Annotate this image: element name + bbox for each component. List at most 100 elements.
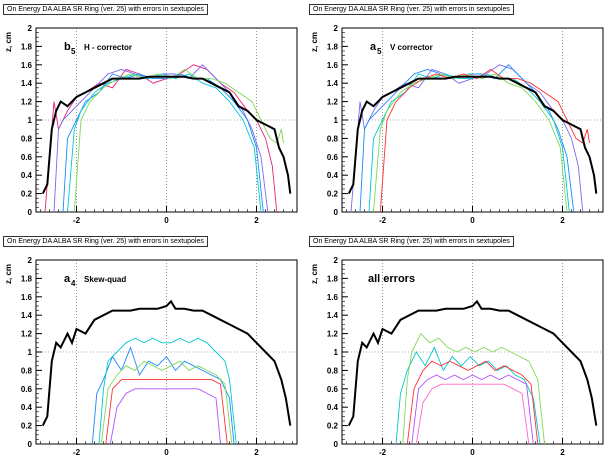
y-tick-label: 0.2 <box>21 190 33 199</box>
chart-panel-skew-quad: 00.20.40.60.811.21.41.61.82-202x, cmz, c… <box>0 232 303 456</box>
y-tick-label: 0.8 <box>327 366 339 375</box>
annotation-subscript: 5 <box>377 47 382 56</box>
annotation-label: V corrector <box>390 43 433 52</box>
y-axis-label: z, cm <box>4 32 13 52</box>
annotation-symbol: a <box>370 41 377 53</box>
chart-plot: 00.20.40.60.811.21.41.61.82-202x, cmz, c… <box>4 256 298 456</box>
reference-line <box>41 299 292 427</box>
y-tick-label: 1.2 <box>327 330 339 339</box>
seed-line <box>379 68 590 213</box>
x-tick-label: 0 <box>164 216 169 224</box>
y-tick-label: 1.4 <box>21 79 33 88</box>
annotation-label: all errors <box>368 273 415 285</box>
y-tick-label: 0.2 <box>21 422 33 431</box>
reference-line <box>347 75 598 195</box>
annotation-subscript: 5 <box>71 47 76 56</box>
y-tick-label: 0.8 <box>21 366 33 375</box>
y-tick-label: 1.8 <box>327 42 339 51</box>
chart-plot: 00.20.40.60.811.21.41.61.82-202x, cmz, c… <box>310 24 604 224</box>
y-tick-label: 0.2 <box>327 422 339 431</box>
y-tick-label: 1.2 <box>21 98 33 107</box>
x-tick-label: 2 <box>560 216 565 224</box>
y-tick-label: 0.6 <box>327 385 339 394</box>
y-tick-label: 1.4 <box>327 79 339 88</box>
seed-line <box>373 73 568 213</box>
seed-line <box>402 332 545 445</box>
seed-line <box>406 360 539 445</box>
panel-title: On Energy DA ALBA SR Ring (ver. 25) with… <box>3 4 208 15</box>
annotation-symbol: b <box>64 41 71 53</box>
annotation-subscript: 4 <box>71 279 76 288</box>
x-tick-label: -2 <box>73 448 81 456</box>
seed-line <box>415 383 530 445</box>
x-tick-label: 2 <box>560 448 565 456</box>
x-tick-label: -2 <box>73 216 81 224</box>
y-tick-label: 0.4 <box>327 171 339 180</box>
seed-line <box>109 388 221 445</box>
y-tick-label: 2 <box>334 256 339 265</box>
x-tick-label: -2 <box>379 448 387 456</box>
reference-line <box>41 75 292 195</box>
y-axis-label: z, cm <box>310 264 319 284</box>
y-tick-label: 0 <box>334 208 339 217</box>
seed-line <box>91 346 235 445</box>
seed-line <box>62 73 264 213</box>
y-tick-label: 0 <box>28 440 33 449</box>
seed-line <box>368 73 570 213</box>
annotation-label: H - corrector <box>84 43 132 52</box>
y-tick-label: 1 <box>28 116 33 125</box>
y-tick-label: 1.6 <box>21 61 33 70</box>
seed-line <box>411 374 534 445</box>
annotation-label: Skew-quad <box>84 275 126 284</box>
y-tick-label: 0 <box>334 440 339 449</box>
y-tick-label: 1.8 <box>21 274 33 283</box>
y-tick-label: 0.6 <box>327 153 339 162</box>
x-tick-label: 0 <box>164 448 169 456</box>
seed-line <box>98 337 237 445</box>
y-tick-label: 0.4 <box>21 171 33 180</box>
y-tick-label: 2 <box>28 256 33 265</box>
y-axis-label: z, cm <box>4 264 13 284</box>
y-tick-label: 0.8 <box>21 134 33 143</box>
y-tick-label: 1.6 <box>21 293 33 302</box>
seed-line <box>395 346 541 445</box>
y-tick-label: 0.2 <box>327 190 339 199</box>
x-tick-label: 2 <box>254 448 259 456</box>
y-tick-label: 1 <box>334 116 339 125</box>
x-tick-label: 2 <box>254 216 259 224</box>
y-axis-label: z, cm <box>310 32 319 52</box>
y-tick-label: 1.2 <box>327 98 339 107</box>
y-tick-label: 0.6 <box>21 153 33 162</box>
seed-line <box>73 68 284 213</box>
y-tick-label: 2 <box>28 24 33 33</box>
chart-plot: 00.20.40.60.811.21.41.61.82-202x, cmz, c… <box>310 256 604 456</box>
reference-line <box>347 299 598 427</box>
y-tick-label: 1.6 <box>327 61 339 70</box>
y-tick-label: 1 <box>28 348 33 357</box>
panel-title: On Energy DA ALBA SR Ring (ver. 25) with… <box>309 236 514 247</box>
panel-title: On Energy DA ALBA SR Ring (ver. 25) with… <box>3 236 208 247</box>
y-tick-label: 1 <box>334 348 339 357</box>
chart-panel-h-corrector: 00.20.40.60.811.21.41.61.82-202x, cmz, c… <box>0 0 303 224</box>
x-tick-label: 0 <box>470 448 475 456</box>
y-tick-label: 0.6 <box>21 385 33 394</box>
y-tick-label: 1.8 <box>21 42 33 51</box>
y-tick-label: 1.4 <box>21 311 33 320</box>
y-tick-label: 0.8 <box>327 134 339 143</box>
seed-line <box>67 73 262 213</box>
panel-title: On Energy DA ALBA SR Ring (ver. 25) with… <box>309 4 514 15</box>
y-tick-label: 1.6 <box>327 293 339 302</box>
y-tick-label: 2 <box>334 24 339 33</box>
y-tick-label: 0 <box>28 208 33 217</box>
x-tick-label: 0 <box>470 216 475 224</box>
y-tick-label: 1.4 <box>327 311 339 320</box>
seed-line <box>100 360 233 445</box>
chart-panel-all-errors: 00.20.40.60.811.21.41.61.82-202x, cmz, c… <box>306 232 609 456</box>
x-tick-label: -2 <box>379 216 387 224</box>
y-tick-label: 0.4 <box>21 403 33 412</box>
chart-panel-v-corrector: 00.20.40.60.811.21.41.61.82-202x, cmz, c… <box>306 0 609 224</box>
y-tick-label: 1.2 <box>21 330 33 339</box>
chart-plot: 00.20.40.60.811.21.41.61.82-202x, cmz, c… <box>4 24 298 224</box>
annotation-symbol: a <box>64 273 71 285</box>
y-tick-label: 0.4 <box>327 403 339 412</box>
